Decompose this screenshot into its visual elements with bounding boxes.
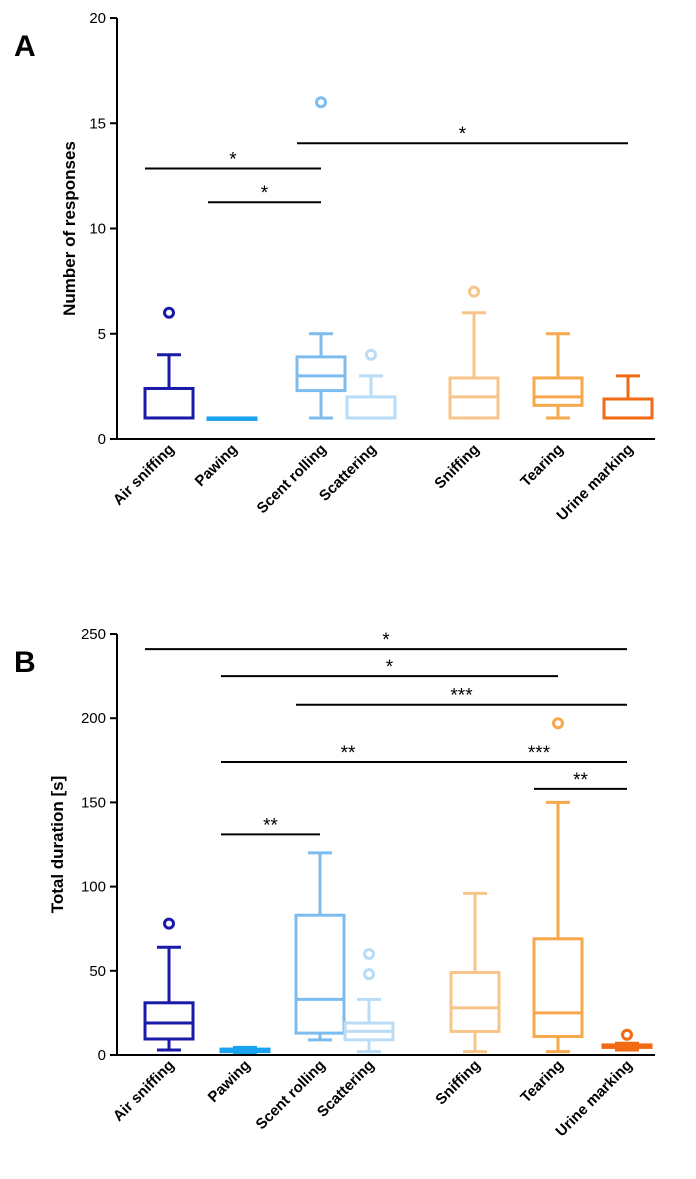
y-tick-label: 50 bbox=[89, 963, 106, 980]
significance-stars: *** bbox=[528, 743, 551, 764]
x-category-label: Pawing bbox=[205, 1057, 254, 1106]
x-category-label: Sniffing bbox=[432, 1057, 483, 1108]
significance-stars: * bbox=[229, 150, 237, 171]
panel-b: B 0 50 100 150 200 250 Total duration [s] Air sn… bbox=[14, 626, 655, 1140]
box-scent-rolling: Scent rolling bbox=[254, 96, 347, 517]
iqr-box bbox=[532, 937, 584, 1038]
box-urine-marking: Urine marking bbox=[552, 1028, 653, 1140]
iqr-box bbox=[449, 970, 501, 1033]
y-tick-label: 15 bbox=[89, 115, 106, 132]
outlier-point bbox=[163, 917, 175, 930]
panel-letter: B bbox=[14, 646, 36, 679]
box-sniffing: Sniffing bbox=[431, 285, 500, 492]
x-category-label: Tearing bbox=[517, 1057, 567, 1107]
panel-letter: A bbox=[14, 30, 36, 63]
x-category-label: Scent rolling bbox=[254, 441, 330, 517]
y-tick-label: 200 bbox=[81, 710, 106, 727]
box-pawing: Pawing bbox=[205, 1045, 271, 1106]
y-axis-title: Number of responses bbox=[60, 141, 79, 316]
iqr-box bbox=[295, 355, 347, 393]
box-pawing: Pawing bbox=[192, 416, 258, 490]
x-category-label: Air sniffing bbox=[110, 1057, 178, 1125]
y-tick-label: 100 bbox=[81, 879, 106, 896]
significance-stars: ** bbox=[341, 743, 356, 764]
y-tick-label: 250 bbox=[81, 626, 106, 643]
outlier-point bbox=[468, 285, 480, 298]
iqr-box bbox=[345, 395, 397, 420]
box-air-sniffing: Air sniffing bbox=[110, 306, 195, 509]
y-tick-label: 0 bbox=[98, 1047, 106, 1064]
iqr-box bbox=[602, 397, 654, 420]
y-axis-title: Total duration [s] bbox=[48, 776, 67, 914]
outlier-point bbox=[365, 348, 377, 361]
significance-stars: * bbox=[261, 183, 269, 204]
box-air-sniffing: Air sniffing bbox=[110, 917, 195, 1125]
outlier-point bbox=[363, 947, 375, 960]
outlier-point bbox=[315, 96, 327, 109]
y-tick-label: 150 bbox=[81, 794, 106, 811]
x-category-label: Scent rolling bbox=[253, 1057, 329, 1133]
x-category-label: Tearing bbox=[517, 441, 567, 491]
significance-stars: ** bbox=[573, 770, 588, 791]
iqr-box bbox=[143, 386, 195, 420]
y-tick-label: 20 bbox=[89, 10, 106, 27]
y-tick-label: 0 bbox=[98, 431, 106, 448]
outlier-point bbox=[363, 968, 375, 981]
iqr-box bbox=[143, 1001, 195, 1041]
box-sniffing: Sniffing bbox=[432, 891, 501, 1108]
significance-stars: * bbox=[386, 657, 394, 678]
x-category-label: Sniffing bbox=[431, 441, 482, 492]
outlier-point bbox=[163, 306, 175, 319]
x-category-label: Pawing bbox=[192, 441, 241, 490]
significance-stars: * bbox=[382, 630, 390, 651]
significance-stars: ** bbox=[263, 815, 278, 836]
x-category-label: Air sniffing bbox=[110, 441, 178, 509]
significance-stars: * bbox=[459, 124, 467, 145]
y-tick-label: 10 bbox=[89, 221, 106, 238]
outlier-point bbox=[621, 1028, 633, 1041]
iqr-box bbox=[532, 376, 584, 407]
y-tick-label: 5 bbox=[98, 326, 106, 343]
panel-a: A 0 5 10 15 20 Number of responses Air sniffing… bbox=[14, 10, 655, 524]
box-tearing: Tearing bbox=[517, 332, 584, 491]
iqr-box bbox=[294, 913, 346, 1035]
significance-stars: *** bbox=[450, 686, 473, 707]
outlier-point bbox=[552, 717, 564, 730]
